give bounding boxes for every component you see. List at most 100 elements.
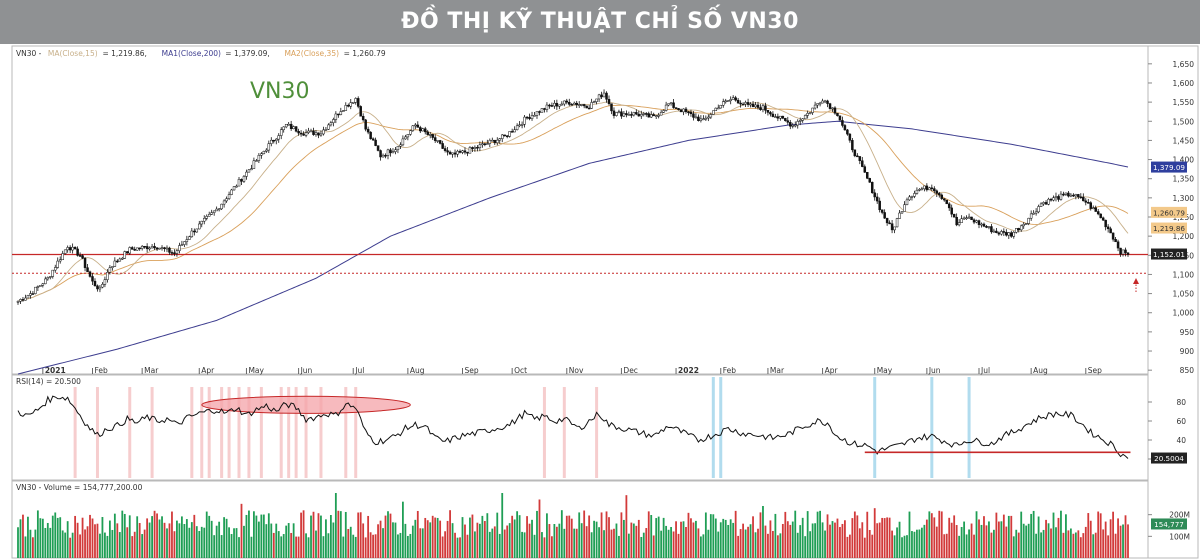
rsi-oversold-bar (873, 377, 877, 478)
volume-bar (257, 521, 260, 558)
volume-bar (821, 522, 824, 558)
candle-body (1044, 202, 1048, 205)
volume-bar (280, 536, 283, 558)
price-ytick-label: 1,650 (1173, 60, 1195, 69)
candle-body (771, 113, 775, 117)
rsi-overbought-bar (259, 387, 263, 478)
volume-bar (481, 515, 484, 558)
candle-body (851, 140, 854, 151)
candle-body (1042, 202, 1045, 205)
candle-body (93, 280, 97, 287)
candle-body (746, 102, 750, 105)
time-xtick-label: Aug (410, 366, 425, 375)
volume-bar (722, 518, 725, 558)
volume-bar (146, 518, 149, 558)
volume-bar (826, 514, 829, 558)
volume-bar (523, 532, 526, 558)
candle-body (160, 247, 164, 249)
volume-bar (200, 526, 203, 558)
volume-bar (652, 535, 655, 558)
candle-body (471, 147, 474, 149)
candle-body (781, 115, 785, 119)
volume-bar (233, 528, 235, 558)
candle-body (351, 102, 355, 104)
candle-body (731, 97, 735, 100)
volume-bar (441, 536, 444, 558)
rsi-oversold-bar (711, 377, 715, 478)
candle-body (992, 230, 996, 233)
volume-bar (930, 513, 933, 558)
candle-body (1034, 211, 1038, 214)
candle-body (816, 103, 819, 106)
price-ytick-label: 950 (1180, 328, 1195, 337)
volume-bar (1074, 532, 1077, 558)
volume-bar (466, 534, 469, 558)
candle-body (486, 143, 489, 145)
candle-body (699, 118, 703, 121)
candle-body (684, 108, 688, 113)
candle-body (314, 132, 318, 135)
candle-body (396, 146, 400, 151)
volume-bar (108, 520, 111, 558)
candle-body (995, 230, 998, 233)
volume-bar (357, 512, 360, 558)
candle-body (952, 213, 956, 218)
volume-bar (697, 528, 700, 558)
candle-body (294, 126, 298, 132)
volume-bar (384, 515, 387, 558)
volume-bar (213, 535, 216, 558)
candle-body (279, 129, 283, 136)
candle-body (962, 217, 966, 220)
rsi-overbought-bar (128, 387, 132, 478)
candle-body (955, 216, 958, 226)
price-ytick-label: 1,100 (1173, 270, 1195, 279)
candle-body (563, 100, 566, 105)
candle-body (287, 123, 290, 126)
candle-body (116, 260, 119, 263)
volume-bar (965, 534, 968, 558)
volume-bar (526, 516, 528, 558)
volume-bar (24, 536, 27, 558)
candle-body (697, 116, 700, 121)
candle-body (255, 160, 258, 162)
volume-bar (178, 523, 181, 558)
candle-body (31, 293, 35, 295)
candle-body (426, 131, 429, 135)
candle-body (1106, 226, 1110, 230)
candle-body (587, 107, 591, 110)
volume-bar (784, 511, 787, 558)
time-xtick-label: Sep (464, 366, 478, 375)
volume-bar (881, 517, 884, 558)
volume-bar (56, 517, 59, 558)
volume-bar (546, 513, 548, 558)
candle-body (741, 103, 745, 106)
volume-bar (215, 525, 218, 558)
candle-body (635, 112, 638, 115)
candle-body (463, 150, 467, 153)
volume-bar (96, 523, 99, 558)
volume-bar (645, 528, 648, 558)
volume-bar (682, 521, 685, 558)
volume-bar (99, 533, 101, 558)
volume-bar (627, 533, 630, 558)
volume-bar (459, 537, 461, 558)
volume-bar (1042, 529, 1045, 558)
volume-bar (863, 537, 866, 558)
volume-bar (1124, 515, 1127, 558)
candle-body (1057, 196, 1060, 200)
candle-body (930, 187, 934, 190)
volume-bar (997, 521, 1000, 558)
candle-body (1101, 217, 1105, 221)
candle-body (419, 127, 422, 132)
candle-body (505, 135, 509, 137)
candle-body (893, 226, 896, 231)
candle-body (53, 267, 57, 271)
price-value-label-0: 1,379.09 (1151, 161, 1187, 173)
candle-body (312, 130, 315, 135)
price-value-label-box (1151, 222, 1187, 234)
volume-bar (513, 519, 516, 558)
price-value-label-box (1151, 248, 1187, 260)
volume-bar (409, 533, 412, 558)
price-legend-part-4: = 1,379.09, (225, 49, 269, 58)
candle-body (1109, 228, 1112, 234)
